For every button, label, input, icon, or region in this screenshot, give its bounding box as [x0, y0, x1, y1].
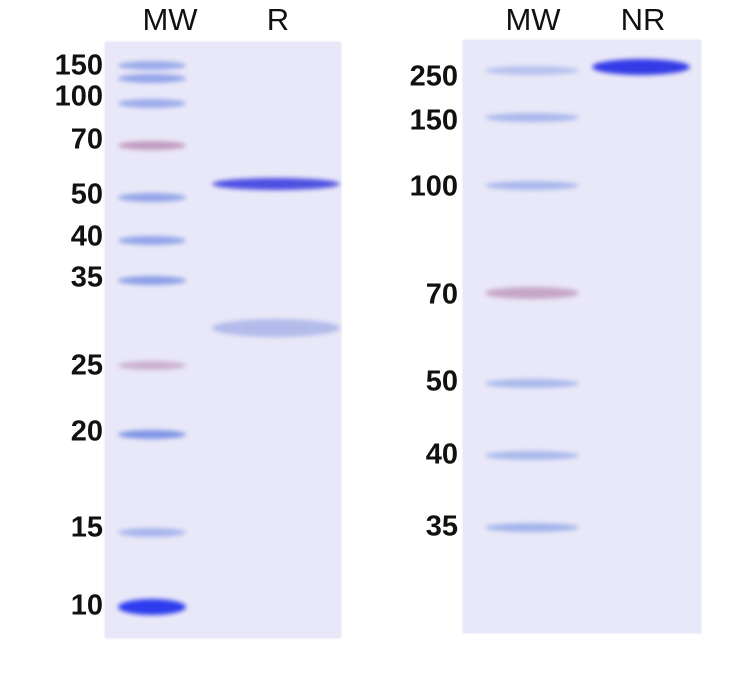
- right-gel: [463, 40, 701, 633]
- left-marker-label-35: 35: [70, 261, 103, 294]
- ladder-band: [118, 360, 186, 370]
- ladder-band: [485, 180, 579, 190]
- right-marker-label-70: 70: [425, 278, 458, 311]
- ladder-band: [485, 450, 579, 460]
- heavy-chain-band: [212, 178, 340, 190]
- lane-header-mw-left: MW: [142, 2, 198, 37]
- ladder-band: [485, 112, 579, 122]
- ladder-band: [118, 60, 186, 70]
- ladder-band: [485, 65, 579, 75]
- right-marker-label-250: 250: [409, 60, 458, 93]
- right-marker-label-40: 40: [425, 438, 458, 471]
- ladder-band: [118, 599, 186, 615]
- ladder-band: [118, 98, 186, 108]
- ladder-band: [118, 192, 186, 202]
- light-chain-band: [212, 319, 340, 337]
- lane-header-nr: NR: [620, 2, 666, 37]
- left-marker-label-70: 70: [70, 123, 103, 156]
- left-gel: [105, 42, 341, 638]
- ladder-band: [485, 287, 579, 299]
- ladder-band: [118, 235, 186, 245]
- ladder-band: [485, 378, 579, 388]
- left-marker-label-20: 20: [70, 415, 103, 448]
- lane-header-mw-right: MW: [505, 2, 561, 37]
- ladder-band: [118, 275, 186, 285]
- left-marker-label-40: 40: [70, 220, 103, 253]
- left-marker-label-10: 10: [70, 589, 103, 622]
- ladder-band: [118, 140, 186, 150]
- right-marker-label-35: 35: [425, 510, 458, 543]
- left-marker-label-15: 15: [70, 511, 103, 544]
- left-marker-label-150: 150: [54, 49, 103, 82]
- left-marker-label-50: 50: [70, 178, 103, 211]
- intact-antibody-band: [592, 59, 690, 75]
- lane-header-r: R: [266, 2, 290, 37]
- right-marker-label-50: 50: [425, 365, 458, 398]
- ladder-band: [485, 522, 579, 532]
- right-marker-label-100: 100: [409, 170, 458, 203]
- ladder-band: [118, 429, 186, 439]
- ladder-band: [118, 527, 186, 537]
- left-marker-label-100: 100: [54, 80, 103, 113]
- left-marker-label-25: 25: [70, 349, 103, 382]
- right-marker-label-150: 150: [409, 104, 458, 137]
- ladder-band: [118, 73, 186, 83]
